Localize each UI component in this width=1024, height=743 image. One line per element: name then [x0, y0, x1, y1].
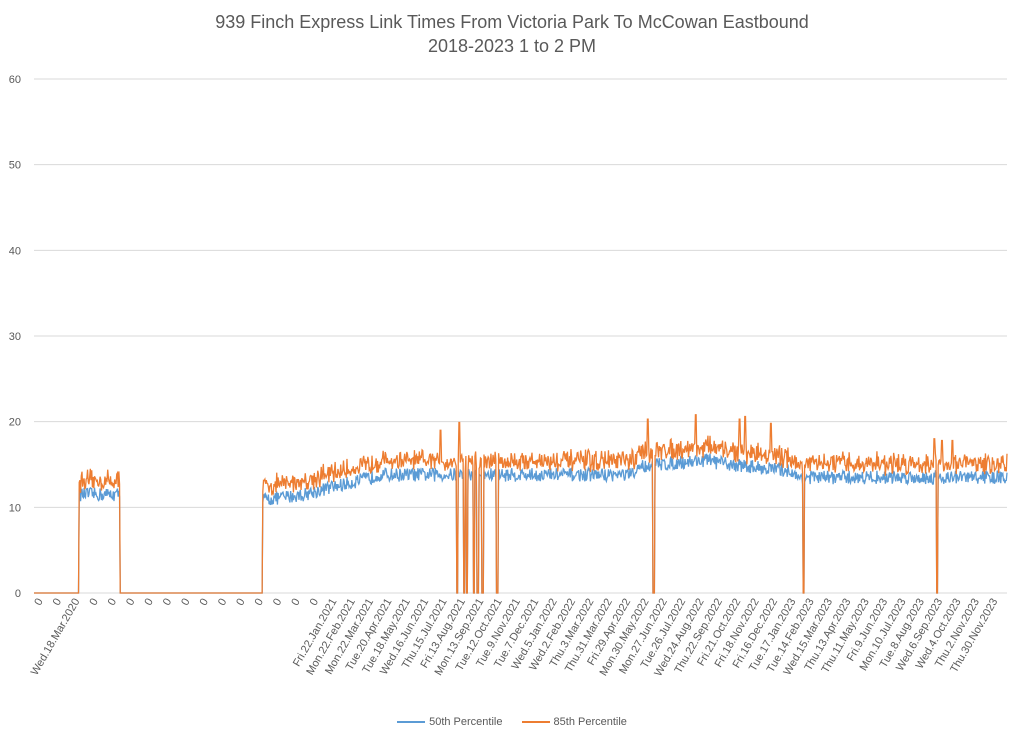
legend-item-85th: 85th Percentile	[521, 716, 627, 728]
y-tick-label: 0	[15, 588, 21, 600]
x-tick-label: 0	[198, 597, 211, 608]
series-line-50th-percentile	[34, 453, 1008, 594]
chart-title: 939 Finch Express Link Times From Victor…	[215, 12, 809, 32]
y-tick-label: 20	[9, 417, 21, 429]
x-tick-label: 0	[51, 597, 64, 608]
x-tick-label: 0	[161, 597, 174, 608]
x-tick-label: 0	[106, 597, 119, 608]
legend-label-85th: 85th Percentile	[553, 716, 627, 728]
legend-swatch-85th	[521, 721, 550, 723]
x-tick-label: 0	[216, 597, 229, 608]
y-tick-label: 50	[9, 160, 21, 172]
legend-item-50th: 50th Percentile	[397, 716, 502, 728]
series-line-85th-percentile	[34, 414, 1008, 594]
y-tick-label: 60	[9, 74, 21, 86]
legend-label-50th: 50th Percentile	[429, 716, 503, 728]
x-tick-label: 0	[253, 597, 266, 608]
y-tick-label: 10	[9, 502, 21, 514]
x-tick-label: 0	[179, 597, 192, 608]
chart-subtitle: 2018-2023 1 to 2 PM	[427, 36, 597, 56]
x-tick-label: Wed.18.Mar.2020	[29, 597, 83, 678]
legend-swatch-50th	[397, 721, 426, 723]
x-tick-label: 0	[234, 597, 247, 608]
x-tick-label: 0	[142, 597, 155, 608]
chart-title-block: 939 Finch Express Link Times From Victor…	[0, 10, 1024, 58]
x-tick-label: 0	[32, 597, 45, 608]
x-tick-label: 0	[308, 597, 321, 608]
x-tick-label: 0	[87, 597, 100, 608]
x-tick-label: 0	[289, 597, 302, 608]
x-tick-label: 0	[271, 597, 284, 608]
y-tick-label: 30	[9, 331, 21, 343]
y-tick-label: 40	[9, 245, 21, 257]
legend: 50th Percentile 85th Percentile	[0, 714, 1024, 728]
x-tick-label: 0	[124, 597, 137, 608]
